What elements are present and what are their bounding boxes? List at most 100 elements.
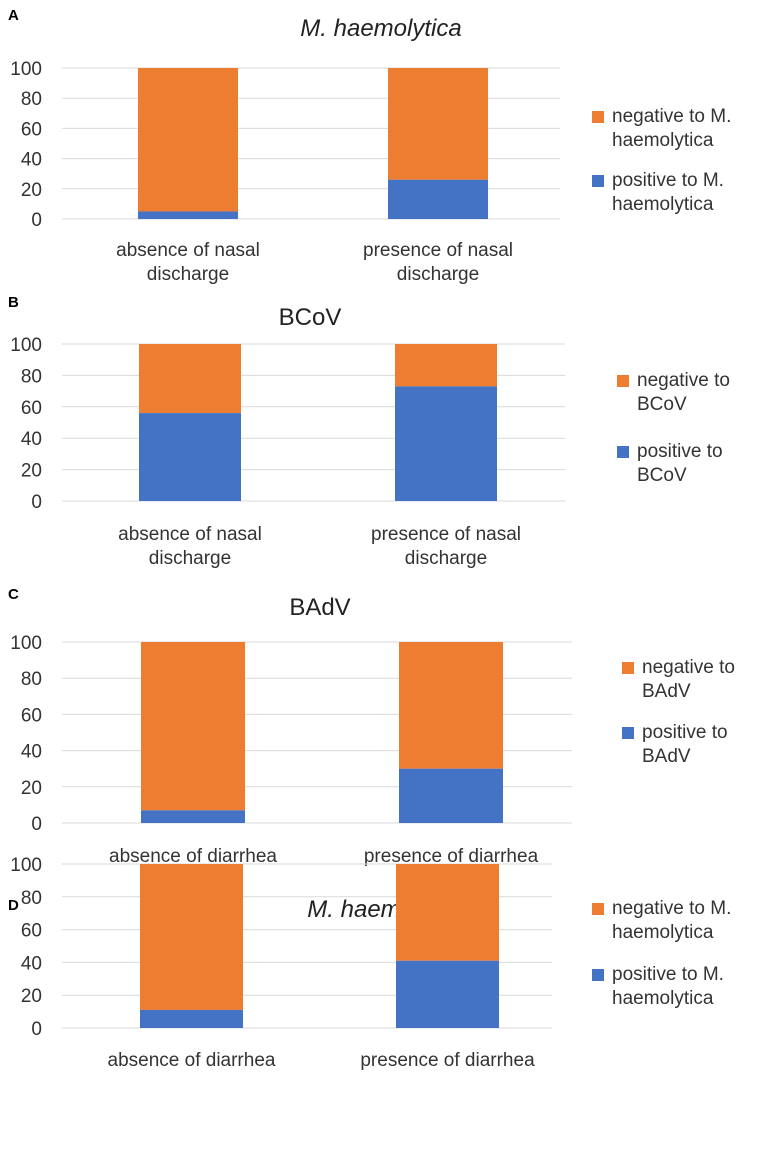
bar-positive [399,768,503,823]
bar-negative [395,344,497,387]
legend-positive-swatch [622,727,634,739]
x-category-label: presence of diarrhea [364,846,539,867]
legend-negative-label: negative to M. haemolytica [612,898,731,943]
legend-negative-label: negative to M. haemolytica [612,106,731,151]
legend-negative-swatch [592,903,604,915]
y-tick-label: 20 [21,778,42,799]
x-category-label-line: presence of diarrhea [360,1050,535,1071]
y-tick-label: 20 [21,986,42,1007]
legend-negative-label-line: haemolytica [612,130,714,151]
legend-positive-label-line: positive to M. [612,964,724,985]
legend-negative-label-line: haemolytica [612,922,714,943]
x-category-label: absence of diarrhea [108,1050,276,1071]
bar-positive [388,179,488,219]
x-category-label: presence of nasal discharge [363,240,513,285]
x-category-label-line: discharge [405,548,487,569]
y-tick-label: 60 [21,119,42,140]
bar-negative [396,864,499,961]
legend-positive-label-line: positive to M. [612,170,724,191]
x-category-label-line: presence of nasal [363,240,513,261]
y-tick-label: 80 [21,888,42,909]
bar-positive [140,1009,243,1028]
y-tick-label: 40 [21,150,42,171]
legend-positive-swatch [617,446,629,458]
bar-negative [399,642,503,769]
chart-title: BCoV [279,304,342,331]
legend-negative-label-line: negative to M. [612,106,731,127]
chart-title: BAdV [289,594,350,621]
chart-title: M. haemolytica [300,15,461,42]
legend-negative-label-line: negative to [637,370,730,391]
y-tick-label: 40 [21,953,42,974]
legend-negative-label-line: negative to [642,657,735,678]
y-tick-label: 60 [21,921,42,942]
legend-positive-label: positive to BCoV [637,441,723,486]
chart-panel-a: A M. haemolytica 0 20 40 60 80 100 absence of na… [8,7,731,285]
x-category-label: absence of diarrhea [109,846,277,867]
y-tick-label: 20 [21,461,42,482]
x-category-label: absence of nasal discharge [118,524,262,569]
y-tick-label: 0 [31,1019,42,1040]
x-category-label-line: absence of nasal [116,240,260,261]
x-category-label-line: discharge [147,264,229,285]
legend-positive-label: positive to BAdV [642,722,728,767]
y-tick-label: 100 [10,59,42,80]
y-tick-label: 100 [10,335,42,356]
y-tick-label: 100 [10,633,42,654]
bar-negative [138,68,238,212]
legend-positive-label: positive to M. haemolytica [612,170,724,215]
y-tick-label: 0 [31,210,42,231]
x-category-label-line: presence of diarrhea [364,846,539,867]
legend-negative-label: negative to BAdV [642,657,735,702]
y-tick-label: 80 [21,366,42,387]
legend-positive-label: positive to M. haemolytica [612,964,724,1009]
bar-positive [139,413,241,501]
bar-positive [141,810,245,823]
legend-positive-label-line: positive to [637,441,723,462]
legend-positive-label-line: BAdV [642,746,691,767]
y-tick-label: 20 [21,180,42,201]
panel-letter: A [8,7,19,24]
bar-positive [138,211,238,219]
y-tick-label: 80 [21,89,42,110]
x-category-label: presence of nasal discharge [371,524,521,569]
y-tick-label: 60 [21,398,42,419]
legend-negative-label-line: negative to M. [612,898,731,919]
bar-negative [141,642,245,811]
legend-negative-label-line: BAdV [642,681,691,702]
legend-negative-swatch [592,111,604,123]
y-tick-label: 100 [10,855,42,876]
legend-negative-label: negative to BCoV [637,370,730,415]
legend-positive-swatch [592,969,604,981]
y-tick-label: 0 [31,492,42,513]
x-category-label-line: presence of nasal [371,524,521,545]
legend-positive-label-line: BCoV [637,465,687,486]
panel-letter: D [8,897,19,914]
legend-negative-label-line: BCoV [637,394,687,415]
x-category-label: absence of nasal discharge [116,240,260,285]
bar-negative [140,864,243,1010]
bar-negative [388,68,488,180]
chart-panel-b: B BCoV 0 20 40 60 80 100 absence of nasal dischar… [8,294,730,569]
x-category-label-line: absence of nasal [118,524,262,545]
y-tick-label: 0 [31,814,42,835]
y-tick-label: 80 [21,669,42,690]
bar-positive [396,960,499,1028]
y-tick-label: 40 [21,429,42,450]
legend-negative-swatch [622,662,634,674]
panel-letter: C [8,586,19,603]
bar-positive [395,386,497,501]
legend-positive-label-line: haemolytica [612,988,714,1009]
legend-negative-swatch [617,375,629,387]
legend-positive-label-line: haemolytica [612,194,714,215]
x-category-label-line: absence of diarrhea [108,1050,276,1071]
legend-positive-label-line: positive to [642,722,728,743]
y-tick-label: 60 [21,705,42,726]
x-category-label: presence of diarrhea [360,1050,535,1071]
chart-panel-c: C BAdV 0 20 40 60 80 100 absence of diarrhea pres… [8,586,735,867]
x-category-label-line: discharge [149,548,231,569]
legend-positive-swatch [592,175,604,187]
x-category-label-line: discharge [397,264,479,285]
